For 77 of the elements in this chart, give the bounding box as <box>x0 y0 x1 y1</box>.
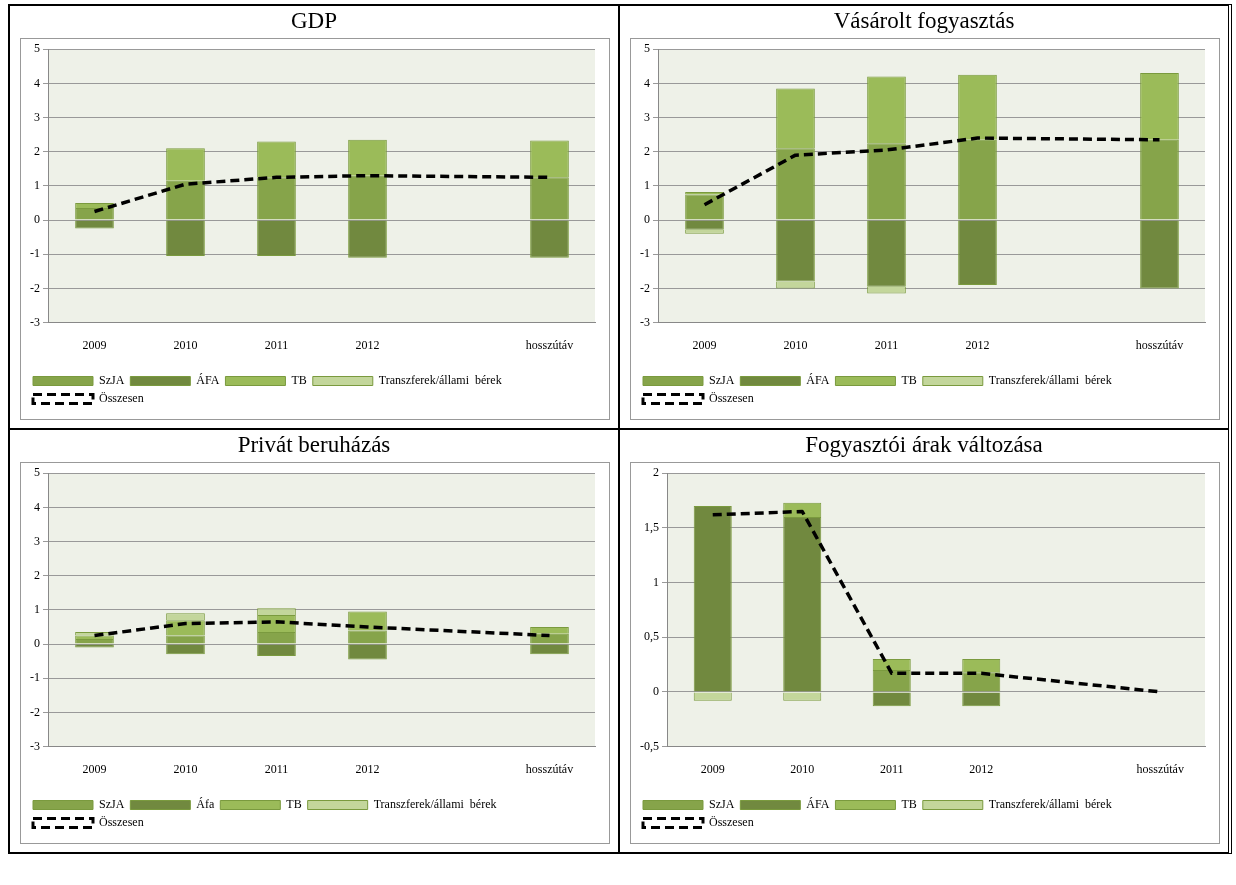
legend-label: TB <box>286 797 302 812</box>
y-tick-label: 2 <box>34 567 40 582</box>
y-tick-label: 2 <box>644 143 650 158</box>
chart-title: Fogyasztói árak változása <box>804 432 1044 458</box>
y-tick-label: 4 <box>34 75 40 90</box>
legend-label: TB <box>901 797 917 812</box>
x-tick-label: 2010 <box>783 337 808 352</box>
y-tick-label: -1 <box>640 246 650 261</box>
legend-label: Transzferek/állami bérek <box>373 797 497 812</box>
x-tick-label: hosszútáv <box>1135 337 1184 352</box>
x-tick-label: hosszútáv <box>525 761 574 776</box>
y-tick-label: -2 <box>30 280 40 295</box>
x-tick-label: 2011 <box>879 761 904 776</box>
legend-label: Összesen <box>99 815 144 830</box>
x-tick-label: 2010 <box>173 761 198 776</box>
legend-label: Transzferek/állami bérek <box>378 373 502 388</box>
x-tick-label: 2011 <box>874 337 899 352</box>
x-tick-label: 2009 <box>82 337 107 352</box>
x-tick-label: 2010 <box>173 337 198 352</box>
y-tick-label: 2 <box>34 143 40 158</box>
y-tick-label: 5 <box>34 41 40 56</box>
legend-label: Összesen <box>709 391 754 406</box>
y-tick-label: 5 <box>644 41 650 56</box>
chart-title: Privát beruházás <box>236 432 392 458</box>
x-tick-label: hosszútáv <box>1136 761 1184 776</box>
y-tick-label: -3 <box>640 314 650 329</box>
legend-label: SzJA <box>99 373 125 388</box>
y-tick-label: 0 <box>34 636 40 651</box>
x-tick-label: 2009 <box>82 761 107 776</box>
y-tick-label: 1 <box>34 602 40 617</box>
legend-label: SzJA <box>99 797 125 812</box>
x-tick-label: 2012 <box>355 761 380 776</box>
y-tick-label: 0 <box>34 212 40 227</box>
y-tick-label: -0,5 <box>640 738 659 753</box>
y-tick-label: 1 <box>653 574 659 589</box>
legend-label: SzJA <box>709 373 735 388</box>
y-tick-label: 0 <box>653 684 659 699</box>
y-tick-label: 0,5 <box>644 629 659 644</box>
x-tick-label: 2009 <box>692 337 717 352</box>
y-tick-label: 0 <box>644 212 650 227</box>
y-tick-label: 4 <box>644 75 650 90</box>
y-tick-label: 5 <box>34 465 40 480</box>
legend-label: TB <box>901 373 917 388</box>
chart-title: GDP <box>290 8 338 34</box>
y-tick-label: -1 <box>30 246 40 261</box>
y-tick-label: -3 <box>30 314 40 329</box>
y-tick-label: 3 <box>644 109 650 124</box>
legend-label: ÁFA <box>196 373 220 388</box>
x-tick-label: hosszútáv <box>525 337 574 352</box>
y-tick-label: -2 <box>30 704 40 719</box>
y-tick-label: 1 <box>34 178 40 193</box>
legend-label: Áfa <box>196 797 215 812</box>
x-tick-label: 2011 <box>264 337 289 352</box>
x-tick-label: 2012 <box>355 337 380 352</box>
legend-label: SzJA <box>709 797 735 812</box>
legend-label: Transzferek/állami bérek <box>988 373 1112 388</box>
y-tick-label: 1,5 <box>644 520 659 535</box>
x-tick-label: 2010 <box>790 761 815 776</box>
y-tick-label: 3 <box>34 533 40 548</box>
y-tick-label: -1 <box>30 670 40 685</box>
x-tick-label: 2012 <box>969 761 994 776</box>
legend-label: ÁFA <box>806 373 830 388</box>
legend-label: Transzferek/állami bérek <box>988 797 1112 812</box>
legend-label: Összesen <box>709 815 754 830</box>
y-tick-label: 1 <box>644 178 650 193</box>
x-tick-label: 2011 <box>264 761 289 776</box>
legend-label: Összesen <box>99 391 144 406</box>
x-tick-label: 2012 <box>965 337 990 352</box>
y-tick-label: -2 <box>640 280 650 295</box>
y-tick-label: 3 <box>34 109 40 124</box>
legend-label: ÁFA <box>806 797 830 812</box>
y-tick-label: 4 <box>34 499 40 514</box>
chart-title: Vásárolt fogyasztás <box>832 8 1016 34</box>
legend-label: TB <box>291 373 307 388</box>
y-tick-label: -3 <box>30 738 40 753</box>
x-tick-label: 2009 <box>700 761 725 776</box>
y-tick-label: 2 <box>653 465 659 480</box>
